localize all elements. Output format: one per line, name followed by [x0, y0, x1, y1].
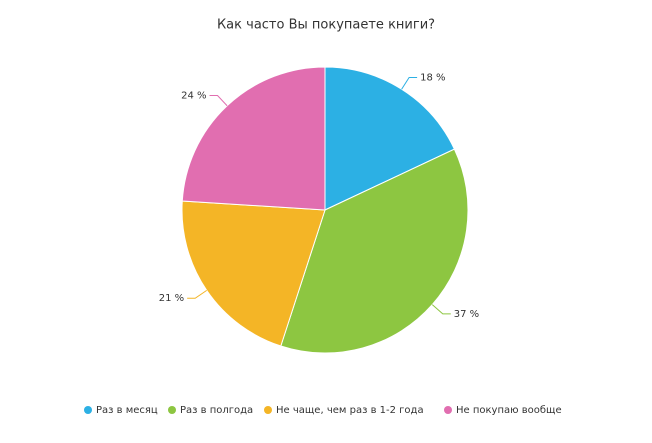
data-label: 21 % — [159, 293, 184, 304]
legend-marker — [444, 406, 452, 414]
leader-line — [187, 289, 208, 299]
legend-marker — [264, 406, 272, 414]
legend-label: Не чаще, чем раз в 1-2 года — [276, 405, 424, 416]
data-label: 18 % — [420, 72, 445, 83]
pie-slice — [181, 66, 326, 211]
chart-title: Как часто Вы покупаете книги? — [217, 18, 435, 33]
legend-marker — [168, 406, 176, 414]
data-label: 37 % — [454, 309, 479, 320]
leader-line — [401, 76, 418, 90]
leader-line — [209, 95, 228, 107]
data-label: 24 % — [181, 91, 206, 102]
legend-label: Раз в полгода — [180, 405, 253, 416]
legend-marker — [84, 406, 92, 414]
pie-slice — [181, 200, 326, 347]
pie-slice — [324, 66, 456, 211]
legend-label: Раз в месяц — [96, 405, 158, 416]
pie-slice — [280, 148, 469, 354]
legend-label: Не покупаю вообще — [456, 405, 562, 416]
leader-line — [431, 304, 451, 315]
